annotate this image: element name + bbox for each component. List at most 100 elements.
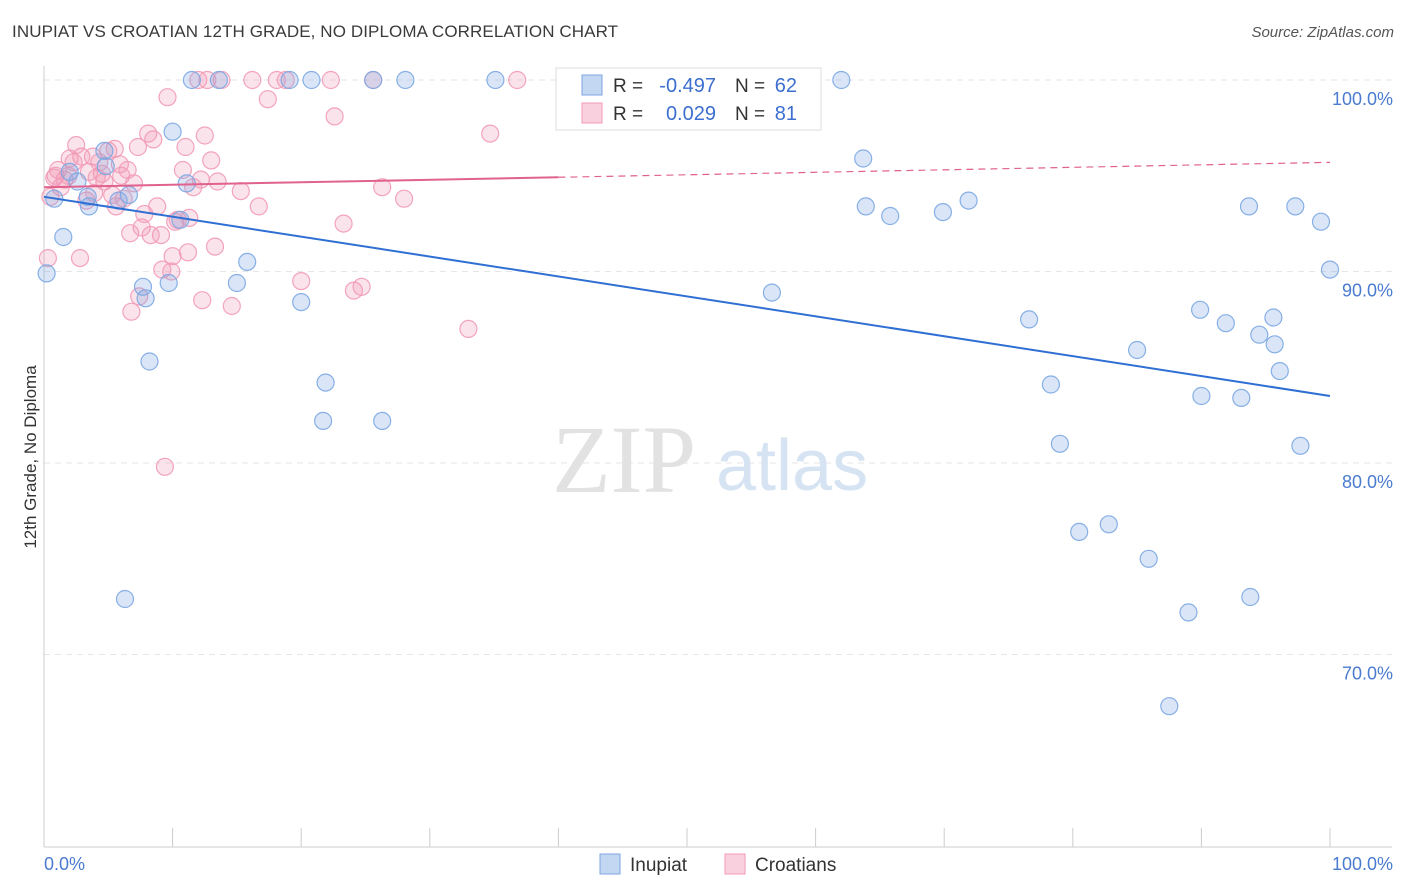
inupiat-point	[78, 187, 97, 206]
inupiat-point	[1019, 310, 1039, 329]
inupiat-point	[1311, 212, 1331, 231]
inupiat-point	[140, 352, 159, 371]
croatians-point	[155, 457, 174, 476]
stats-legend-swatch	[581, 102, 603, 124]
croatians-point	[292, 272, 311, 291]
croatians-point	[158, 88, 177, 107]
inupiat-point	[95, 141, 114, 160]
inupiat-trend-line	[43, 195, 1331, 397]
grid-lines	[44, 79, 1392, 655]
inupiat-point	[133, 277, 153, 296]
y-tick-label: 70.0%	[1342, 664, 1393, 684]
inupiat-point	[1070, 522, 1089, 542]
inupiat-point	[163, 122, 182, 141]
croatians-point	[148, 197, 167, 216]
inupiat-point	[119, 185, 138, 204]
inupiat-point	[1286, 197, 1305, 216]
inupiat-point	[159, 273, 178, 293]
inupiat-point	[1320, 260, 1340, 279]
inupiat-point	[1216, 314, 1235, 333]
croatians-point	[481, 124, 500, 143]
croatians-point	[459, 319, 478, 338]
inupiat-point	[832, 70, 851, 90]
stats-r-value: 0.029	[666, 103, 716, 125]
x-tick-label: 0.0%	[44, 854, 85, 874]
inupiat-point	[1050, 434, 1070, 453]
croatians-point	[243, 70, 262, 90]
series-legend: Inupiat Croatians	[599, 853, 836, 876]
croatians-point	[112, 166, 131, 185]
axes	[43, 66, 1392, 848]
inupiat-point	[364, 70, 383, 90]
croatians-point	[121, 224, 140, 243]
inupiat-point	[1160, 697, 1179, 716]
stats-n-label: N =	[735, 104, 765, 125]
croatians-point	[373, 178, 392, 197]
croatians-point	[334, 214, 353, 233]
inupiat-point	[238, 252, 257, 271]
inupiat-point	[115, 589, 135, 609]
y-axis-title: 12th Grade, No Diploma	[21, 365, 40, 549]
croatians-point	[276, 70, 295, 90]
inupiat-point	[54, 227, 73, 247]
inupiat-point	[182, 70, 201, 90]
scatter-points	[37, 70, 1340, 716]
inupiat-point	[486, 70, 505, 90]
stats-legend-box	[555, 67, 822, 131]
inupiat-point	[1291, 436, 1310, 455]
croatians-point	[508, 70, 527, 90]
inupiat-point	[227, 273, 246, 293]
croatians-point	[38, 249, 58, 268]
croatians-point	[72, 147, 91, 166]
stats-r-label: R =	[613, 76, 643, 97]
inupiat-point	[1264, 308, 1283, 327]
source-label: Source: ZipAtlas.com	[1251, 24, 1394, 41]
croatians-point	[139, 124, 158, 143]
inupiat-point	[292, 293, 311, 312]
croatians-point	[176, 137, 195, 157]
croatians-point	[128, 137, 147, 157]
inupiat-point	[854, 149, 873, 168]
inupiat-point	[396, 70, 415, 90]
inupiat-point	[136, 289, 155, 308]
watermark-zip: ZIP	[552, 406, 696, 513]
inupiat-point	[1239, 197, 1259, 216]
x-tick-labels: 0.0% 100.0%	[44, 854, 1393, 874]
croatians-point	[130, 287, 149, 306]
legend-swatch-croatians	[724, 853, 746, 875]
legend-label-inupiat: Inupiat	[630, 855, 688, 876]
inupiat-point	[856, 197, 875, 216]
inupiat-point	[1099, 515, 1118, 534]
croatians-point	[99, 141, 118, 160]
croatians-point	[141, 226, 160, 245]
inupiat-point	[1241, 587, 1260, 607]
inupiat-point	[1250, 325, 1269, 344]
stats-r-value: -0.497	[659, 75, 716, 97]
inupiat-point	[373, 411, 392, 430]
stats-n-label: N =	[735, 76, 765, 97]
inupiat-point	[881, 206, 900, 226]
inupiat-point	[1139, 549, 1158, 568]
watermark-atlas: atlas	[716, 426, 868, 506]
inupiat-point	[1192, 386, 1211, 406]
stats-n-value: 81	[775, 103, 797, 125]
croatians-point	[352, 277, 371, 296]
croatians-point	[173, 160, 192, 180]
stats-n-value: 62	[775, 75, 797, 97]
inupiat-point	[314, 411, 333, 430]
legend-swatch-inupiat	[599, 853, 621, 875]
x-tick-label: 100.0%	[1332, 854, 1393, 874]
croatians-point	[193, 291, 212, 310]
chart-title: INUPIAT VS CROATIAN 12TH GRADE, NO DIPLO…	[12, 22, 619, 41]
inupiat-point	[37, 264, 56, 283]
croatians-point	[70, 249, 90, 268]
croatians-point	[395, 189, 414, 208]
inupiat-point	[302, 70, 321, 90]
inupiat-point	[1179, 603, 1198, 622]
croatians-point	[46, 166, 65, 185]
inupiat-point	[1190, 300, 1210, 319]
stats-r-label: R =	[613, 104, 643, 125]
y-tick-label: 90.0%	[1342, 281, 1393, 301]
croatians-point	[258, 90, 277, 109]
